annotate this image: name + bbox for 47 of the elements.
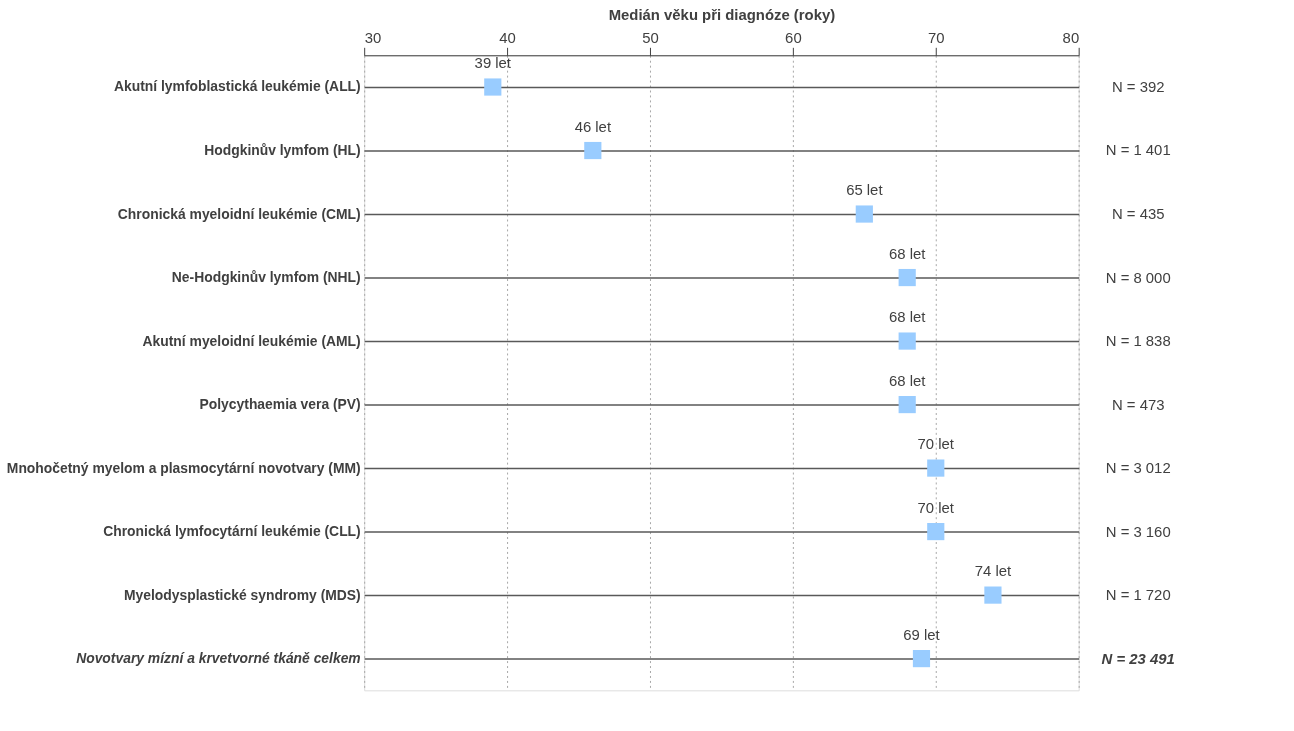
data-label: 74 let [974, 563, 1012, 580]
x-tick-label: 40 [499, 29, 516, 46]
y-tick-label: Ne-Hodgkinův lymfom (NHL) [171, 269, 361, 286]
x-tick-label: 60 [785, 29, 802, 46]
point [984, 586, 1002, 604]
text: N = 1 401 [1105, 142, 1171, 159]
x-tick-label: 50 [642, 29, 659, 46]
x-tick-label: 80 [1062, 29, 1080, 46]
y-tick-label: Chronická lymfocytární leukémie (CLL) [103, 523, 361, 540]
point [484, 78, 502, 96]
data-label: 46 let [574, 118, 612, 135]
data-label: 39 let [474, 55, 512, 72]
point [898, 395, 916, 414]
text: N = 473 [1111, 396, 1165, 413]
text: N = 8 000 [1105, 269, 1171, 286]
y-tick-label: Akutní lymfoblastická leukémie (ALL) [113, 78, 361, 95]
y-tick-label: Polycythaemia vera (PV) [199, 396, 361, 413]
text: N = 392 [1111, 78, 1165, 95]
y-tick-label: Novotvary mízní a krvetvorné tkáně celkem [76, 650, 361, 667]
data-label: 68 let [888, 372, 927, 389]
text: N = 1 838 [1105, 333, 1171, 350]
y-tick-label: Chronická myeloidní leukémie (CML) [117, 205, 361, 222]
point [927, 523, 945, 541]
x-tick-label: 30 [364, 29, 382, 46]
x-axis-title: Medián věku při diagnóze (roky) [608, 7, 836, 24]
data-label: 70 let [917, 499, 955, 516]
text: N = 435 [1111, 206, 1165, 222]
text: N = 3 160 [1105, 523, 1171, 540]
y-tick-label: Akutní myeloidní leukémie (AML) [142, 332, 361, 349]
data-label: 68 let [888, 309, 927, 326]
data-label: 65 let [846, 182, 884, 199]
text: N = 1 720 [1105, 587, 1171, 604]
data-label: 68 let [888, 245, 927, 262]
y-tick-label: Myelodysplastické syndromy (MDS) [123, 586, 361, 603]
text: N = 23 491 [1101, 650, 1175, 667]
text: N = 3 012 [1105, 460, 1171, 477]
point [898, 332, 916, 350]
data-label: 69 let [903, 626, 941, 643]
y-tick-label: Hodgkinův lymfom (HL) [204, 142, 361, 158]
point [927, 459, 945, 477]
point [912, 650, 931, 668]
point [584, 141, 602, 160]
point [898, 268, 916, 287]
x-tick-label: 70 [927, 29, 945, 46]
y-tick-label: Mnohočetný myelom a plasmocytární novotvary (MM) [6, 459, 361, 476]
data-label: 70 let [917, 436, 955, 453]
point [855, 205, 873, 223]
